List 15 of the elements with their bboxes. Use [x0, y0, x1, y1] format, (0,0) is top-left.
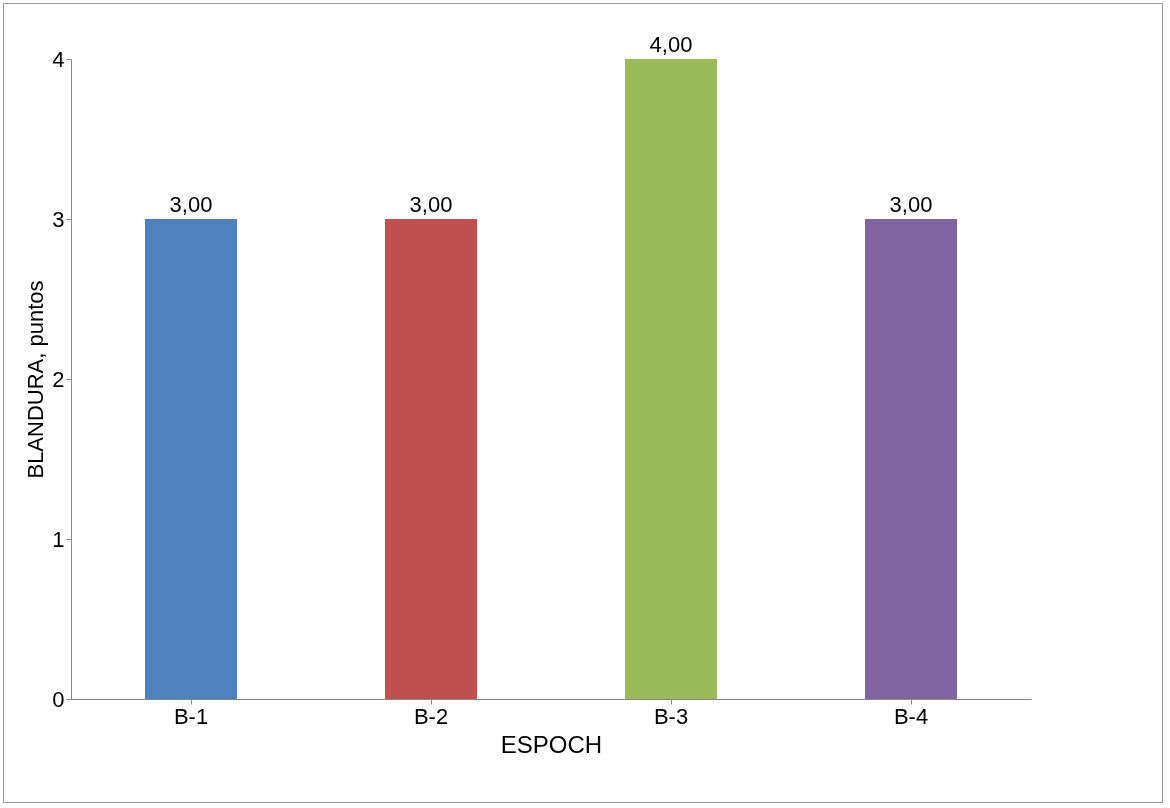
x-tick-label: B-3	[653, 703, 689, 729]
x-tick-label: B-1	[173, 703, 209, 729]
y-axis-title: BLANDURA, puntos	[23, 280, 49, 479]
x-axis-title: ESPOCH	[500, 730, 603, 758]
data-label: 4,00	[649, 32, 693, 57]
y-tick-label: 3	[52, 206, 65, 232]
data-label: 3,00	[169, 192, 213, 217]
x-tick-label: B-4	[893, 703, 929, 729]
data-label: 3,00	[889, 192, 933, 217]
data-label: 3,00	[409, 192, 453, 217]
y-tick-label: 2	[52, 366, 65, 392]
y-tick-label: 1	[52, 526, 65, 552]
x-tick-label: B-2	[413, 703, 449, 729]
y-tick-label: 4	[52, 46, 65, 72]
y-tick-label: 0	[52, 686, 65, 712]
